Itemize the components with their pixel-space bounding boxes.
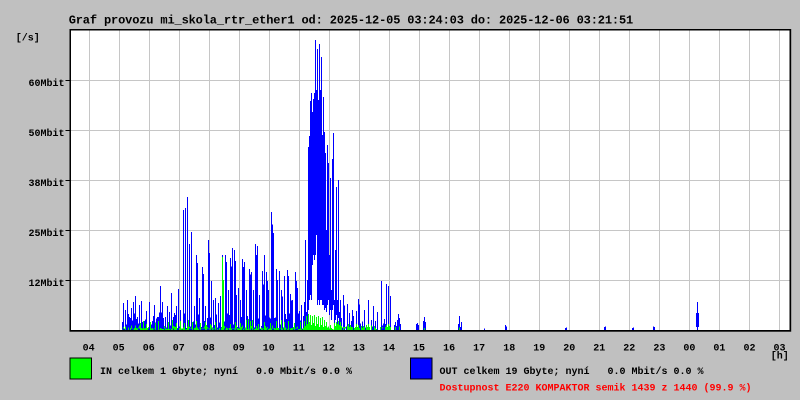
svg-text:25Mbit: 25Mbit	[28, 228, 64, 240]
svg-text:16: 16	[443, 343, 455, 354]
svg-text:07: 07	[173, 343, 185, 354]
svg-text:03: 03	[773, 343, 785, 354]
svg-text:Graf provozu mi_skola_rtr_ethe: Graf provozu mi_skola_rtr_ether1 od: 202…	[69, 13, 634, 27]
svg-text:23: 23	[653, 343, 665, 354]
svg-text:[/s]: [/s]	[16, 32, 40, 44]
svg-text:OUT celkem 19 Gbyte; nyní 0.: OUT celkem 19 Gbyte; nyní 0.0 Mbit/s 0.0…	[440, 366, 704, 378]
svg-text:22: 22	[623, 343, 635, 354]
svg-text:05: 05	[113, 343, 125, 354]
svg-text:06: 06	[143, 343, 155, 354]
svg-text:14: 14	[383, 343, 395, 354]
svg-text:01: 01	[713, 343, 725, 354]
svg-text:50Mbit: 50Mbit	[28, 128, 64, 140]
svg-text:60Mbit: 60Mbit	[28, 78, 64, 90]
svg-text:[h]: [h]	[771, 351, 789, 363]
svg-text:19: 19	[533, 343, 545, 354]
svg-text:21: 21	[593, 343, 605, 354]
svg-text:12: 12	[323, 343, 335, 354]
svg-text:00: 00	[683, 343, 695, 354]
svg-text:13: 13	[353, 343, 365, 354]
svg-text:Dostupnost E220 KOMPAKTOR semi: Dostupnost E220 KOMPAKTOR semik 1439 z 1…	[440, 383, 752, 395]
svg-text:04: 04	[83, 343, 95, 354]
svg-text:20: 20	[563, 343, 575, 354]
svg-text:15: 15	[413, 343, 425, 354]
svg-text:IN celkem 1 Gbyte; nyní 0.0: IN celkem 1 Gbyte; nyní 0.0 Mbit/s 0.0 %	[100, 366, 352, 378]
svg-text:09: 09	[233, 343, 245, 354]
svg-text:18: 18	[503, 343, 515, 354]
svg-text:12Mbit: 12Mbit	[28, 278, 64, 290]
svg-text:02: 02	[743, 343, 755, 354]
svg-text:10: 10	[263, 343, 275, 354]
svg-text:11: 11	[293, 343, 305, 354]
svg-text:08: 08	[203, 343, 215, 354]
svg-text:38Mbit: 38Mbit	[28, 178, 64, 190]
svg-text:17: 17	[473, 343, 485, 354]
